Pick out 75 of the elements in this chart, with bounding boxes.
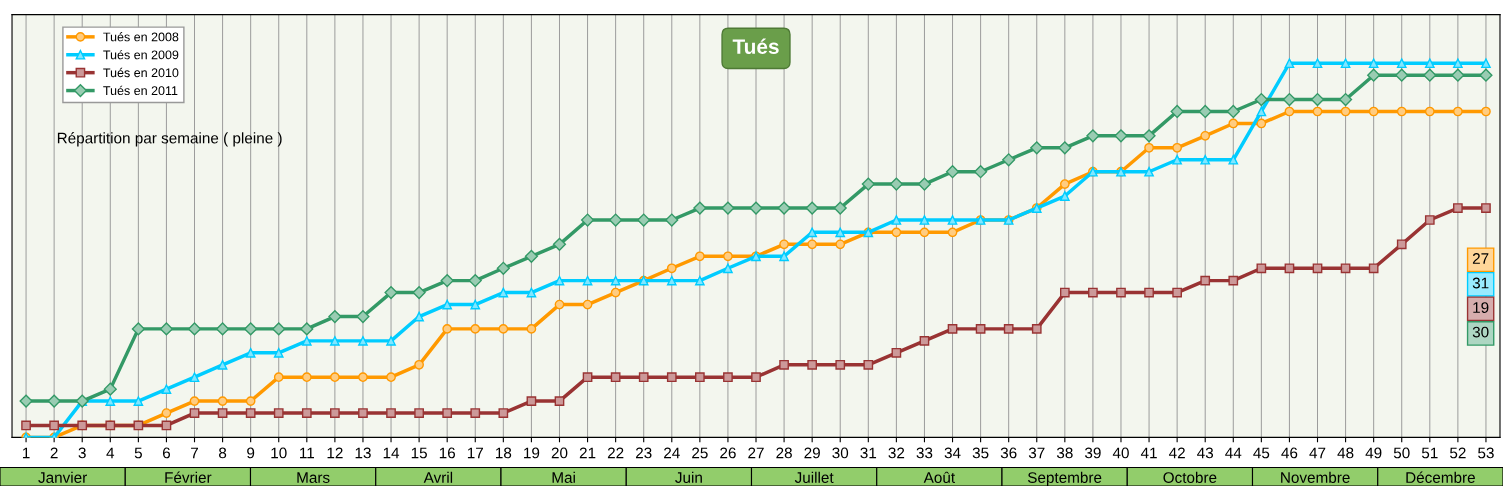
annotation: 19 <box>1473 302 1489 313</box>
text: Octobre <box>1163 471 1217 483</box>
x-tick-label: 33 <box>916 447 933 459</box>
x-tick-label: 13 <box>355 447 371 459</box>
x-tick-label: 12 <box>327 447 343 459</box>
x-tick-label: 5 <box>134 447 142 459</box>
x-tick-label: 14 <box>383 447 400 459</box>
x-tick-label: 39 <box>1084 447 1101 459</box>
x-tick-label: 52 <box>1450 447 1466 459</box>
x-tick-label: 53 <box>1478 447 1494 459</box>
x-tick-label: 30 <box>832 447 849 459</box>
text: Juin <box>675 471 702 483</box>
x-tick-label: 44 <box>1225 447 1242 459</box>
x-tick-label: 10 <box>271 447 287 459</box>
x-tick-label: 8 <box>219 447 227 459</box>
text: Juillet <box>794 471 834 483</box>
chart-title: Tués <box>732 38 779 54</box>
x-tick-label: 40 <box>1112 447 1129 459</box>
x-tick-label: 50 <box>1393 447 1410 459</box>
x-tick-label: 41 <box>1140 447 1157 459</box>
x-tick-label: 49 <box>1365 447 1382 459</box>
x-tick-label: 51 <box>1421 447 1438 459</box>
text: Février <box>165 471 212 483</box>
x-tick-label: 38 <box>1056 447 1073 459</box>
x-tick-label: 25 <box>692 447 708 459</box>
x-tick-label: 22 <box>607 447 624 459</box>
x-tick-label: 46 <box>1281 447 1298 459</box>
x-tick-label: 20 <box>551 447 568 459</box>
legend-label: Tués en 2009 <box>103 49 179 60</box>
annotation: 27 <box>1472 253 1489 264</box>
x-tick-label: 36 <box>1000 447 1017 459</box>
text: Août <box>923 471 955 483</box>
legend-label: Tués en 2010 <box>103 67 179 78</box>
x-tick-label: 47 <box>1309 447 1326 459</box>
legend-label: Tués en 2008 <box>103 32 179 42</box>
x-tick-label: 16 <box>439 447 456 459</box>
x-tick-label: 28 <box>776 447 792 459</box>
x-tick-label: 19 <box>524 447 540 459</box>
text: Janvier <box>38 471 87 483</box>
text: Novembre <box>1281 471 1350 483</box>
x-tick-label: 9 <box>247 447 255 459</box>
x-tick-label: 1 <box>22 447 30 459</box>
x-tick-label: 48 <box>1337 447 1354 459</box>
legend-label: Tués en 2011 <box>103 85 178 96</box>
x-tick-label: 18 <box>496 447 512 459</box>
text: Mai <box>552 471 575 483</box>
x-tick-label: 32 <box>888 447 905 459</box>
x-tick-label: 15 <box>411 447 427 459</box>
x-tick-label: 45 <box>1253 447 1270 459</box>
x-tick-label: 23 <box>635 447 652 459</box>
x-tick-label: 2 <box>50 447 58 459</box>
x-tick-label: 26 <box>720 447 736 459</box>
annotation: 30 <box>1472 326 1489 338</box>
x-tick-label: 27 <box>748 447 764 459</box>
text: Avril <box>423 471 453 483</box>
text: Répartition par semaine ( pleine ) <box>57 132 282 147</box>
x-tick-label: 4 <box>106 447 115 459</box>
text: Mars <box>297 472 330 483</box>
x-tick-label: 21 <box>579 447 596 459</box>
x-tick-label: 11 <box>300 447 314 459</box>
text: Septembre <box>1027 471 1102 486</box>
x-tick-label: 43 <box>1197 447 1214 459</box>
x-tick-label: 35 <box>972 447 989 459</box>
x-tick-label: 37 <box>1028 447 1045 459</box>
x-tick-label: 3 <box>78 447 86 459</box>
x-tick-label: 17 <box>467 447 483 459</box>
annotation: 31 <box>1472 277 1489 289</box>
x-tick-label: 29 <box>804 447 820 459</box>
x-tick-label: 34 <box>944 447 961 459</box>
text: Décembre <box>1406 471 1475 483</box>
x-tick-label: 31 <box>860 447 877 459</box>
x-tick-label: 6 <box>162 447 171 459</box>
x-tick-label: 42 <box>1168 447 1185 459</box>
x-tick-label: 24 <box>664 447 680 459</box>
x-tick-label: 7 <box>191 447 198 459</box>
